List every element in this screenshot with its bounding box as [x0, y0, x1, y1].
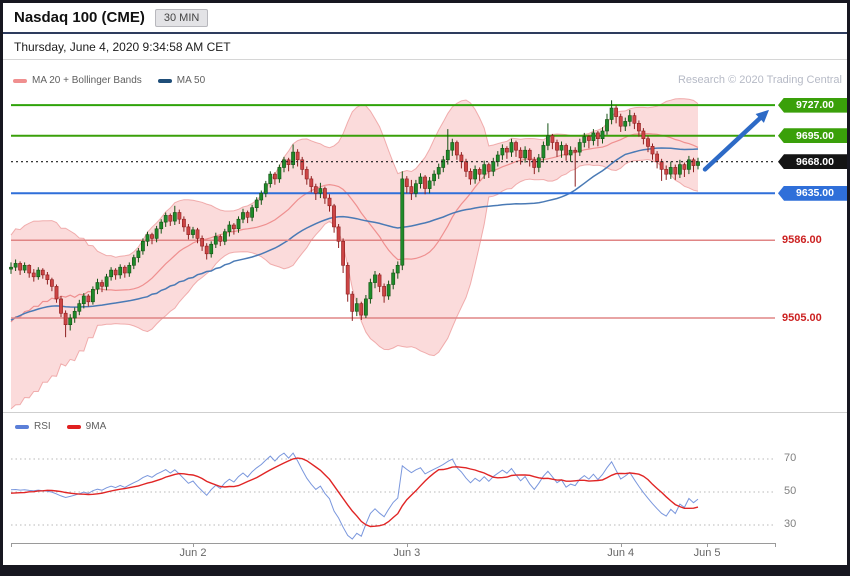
legend-label-ma50: MA 50 [176, 75, 206, 86]
instrument-title: Nasdaq 100 (CME) [14, 9, 145, 26]
price-label-support-9586: 9586.00 [782, 234, 822, 247]
legend-item-rsi: RSI [15, 421, 51, 432]
bollinger-band [10, 98, 699, 410]
ma50-swatch-icon [157, 78, 172, 83]
price-label-support-9505: 9505.00 [782, 312, 822, 324]
timestamp-row: Thursday, June 4, 2020 9:34:58 AM CET [3, 34, 847, 60]
axis-tick [193, 543, 194, 547]
candles [9, 100, 700, 338]
xtick-jun2: Jun 2 [179, 547, 207, 559]
main-chart-region: MA 20 + Bollinger Bands MA 50 Research ©… [3, 60, 847, 413]
rsi-9ma-line [10, 457, 699, 528]
timestamp: Thursday, June 4, 2020 9:34:58 AM CET [14, 39, 231, 54]
legend-label-rsi: RSI [34, 421, 51, 432]
price-chart-canvas [9, 98, 775, 410]
ma50-line [10, 147, 699, 321]
legend-item-9ma: 9MA [66, 421, 107, 432]
xtick-jun3: Jun 3 [393, 547, 421, 559]
rsi-line [10, 452, 699, 540]
price-label-resistance-upper: 9727.00 [778, 97, 847, 113]
projection-arrow [702, 109, 769, 172]
price-label-last-price: 9668.00 [778, 154, 847, 170]
chart-inner: Nasdaq 100 (CME) 30 MIN Thursday, June 4… [3, 3, 847, 565]
legend-item-ma20-bollinger: MA 20 + Bollinger Bands [13, 75, 142, 86]
rsi-swatch-icon [15, 424, 29, 429]
time-axis: Jun 2 Jun 3 Jun 4 Jun 5 [3, 543, 847, 561]
rsi-panel: RSI 9MA 70 50 30 [3, 413, 847, 543]
price-label-support-blue: 9635.00 [778, 185, 847, 201]
main-legend: MA 20 + Bollinger Bands MA 50 [13, 75, 205, 86]
xtick-jun4: Jun 4 [607, 547, 635, 559]
price-label-resistance-lower: 9695.00 [778, 128, 847, 144]
axis-tick [775, 543, 776, 547]
rsi-scale-30: 30 [784, 518, 797, 530]
rsi-gridlines [11, 458, 775, 526]
rsi-legend: RSI 9MA [15, 421, 106, 432]
xtick-jun5: Jun 5 [693, 547, 721, 559]
horizontal-levels [11, 104, 775, 319]
rsi-scale-70: 70 [784, 452, 797, 464]
legend-label-ma20-bollinger: MA 20 + Bollinger Bands [32, 75, 142, 86]
axis-tick [620, 543, 622, 547]
rsi-chart-canvas [10, 452, 775, 540]
legend-item-ma50: MA 50 [157, 75, 206, 86]
rsi-9ma-swatch-icon [66, 424, 81, 429]
header: Nasdaq 100 (CME) 30 MIN [3, 3, 847, 34]
ma20-bollinger-swatch-icon [13, 78, 27, 83]
rsi-scale-50: 50 [784, 485, 797, 497]
watermark: Research © 2020 Trading Central [677, 74, 842, 86]
axis-tick [406, 543, 408, 547]
axis-tick [707, 543, 709, 547]
legend-label-9ma: 9MA [85, 421, 107, 432]
axis-line [11, 543, 775, 544]
timeframe-badge: 30 MIN [154, 8, 209, 27]
axis-tick [11, 543, 12, 547]
